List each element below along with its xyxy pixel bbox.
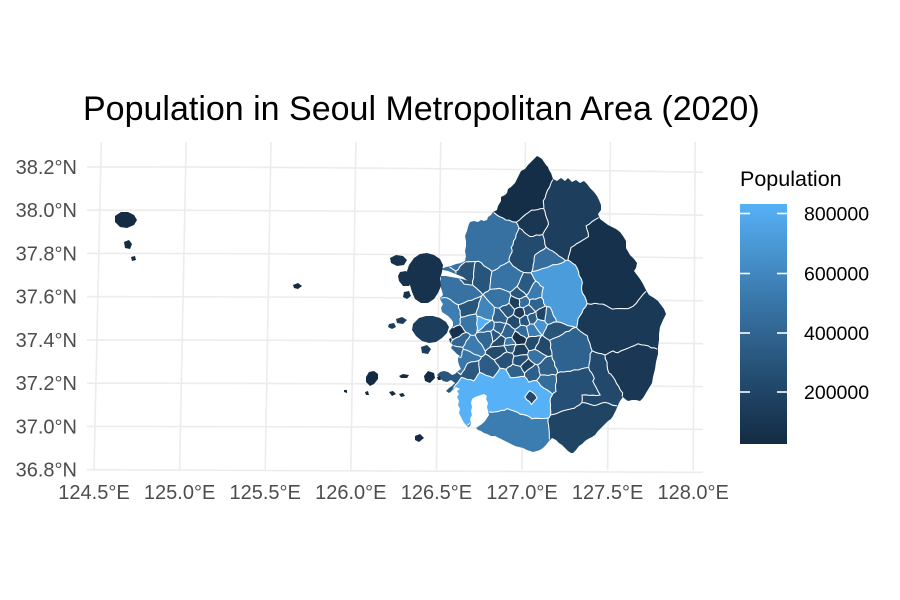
svg-text:127.0°E: 127.0°E — [486, 482, 557, 504]
svg-text:37.4°N: 37.4°N — [16, 330, 77, 352]
svg-text:37.0°N: 37.0°N — [16, 416, 77, 438]
svg-text:38.0°N: 38.0°N — [16, 200, 77, 222]
svg-text:124.5°E: 124.5°E — [58, 482, 129, 504]
svg-text:127.5°E: 127.5°E — [572, 482, 643, 504]
svg-text:36.8°N: 36.8°N — [16, 460, 77, 482]
svg-text:400000: 400000 — [804, 323, 869, 345]
svg-text:125.0°E: 125.0°E — [144, 482, 215, 504]
svg-text:200000: 200000 — [804, 382, 869, 404]
svg-text:125.5°E: 125.5°E — [230, 482, 301, 504]
svg-text:126.5°E: 126.5°E — [401, 482, 472, 504]
svg-text:37.6°N: 37.6°N — [16, 287, 77, 309]
svg-text:37.2°N: 37.2°N — [16, 373, 77, 395]
svg-text:800000: 800000 — [804, 204, 869, 226]
svg-text:37.8°N: 37.8°N — [16, 243, 77, 265]
svg-text:Population in Seoul Metropolit: Population in Seoul Metropolitan Area (2… — [83, 90, 760, 128]
svg-text:126.0°E: 126.0°E — [315, 482, 386, 504]
svg-text:38.2°N: 38.2°N — [16, 157, 77, 179]
svg-text:128.0°E: 128.0°E — [658, 482, 729, 504]
svg-text:600000: 600000 — [804, 264, 869, 286]
svg-text:Population: Population — [740, 167, 842, 191]
